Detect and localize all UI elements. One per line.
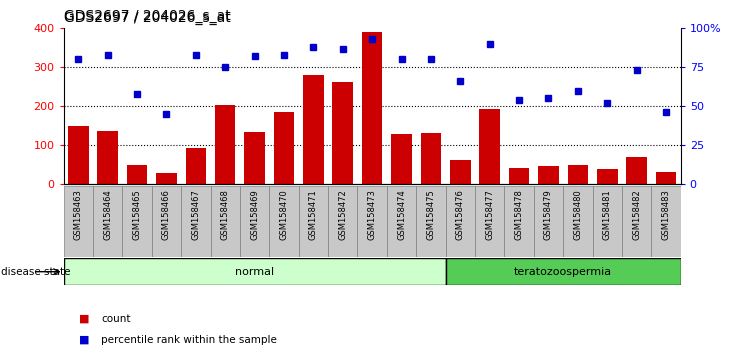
Bar <box>475 186 504 257</box>
Bar <box>597 169 618 184</box>
Text: GSM158477: GSM158477 <box>485 189 494 240</box>
Bar <box>97 131 118 184</box>
Bar <box>568 165 588 184</box>
Bar <box>240 186 269 257</box>
Text: GSM158478: GSM158478 <box>515 189 524 240</box>
Text: GSM158476: GSM158476 <box>456 189 465 240</box>
Text: ■: ■ <box>79 335 89 345</box>
Text: GDS2697 / 204026_s_at: GDS2697 / 204026_s_at <box>64 11 230 25</box>
Bar <box>303 75 324 184</box>
Bar <box>328 186 358 257</box>
Text: GSM158470: GSM158470 <box>280 189 289 240</box>
Bar <box>446 186 475 257</box>
Bar <box>298 186 328 257</box>
Bar <box>509 168 530 184</box>
Bar <box>420 133 441 184</box>
Text: GSM158466: GSM158466 <box>162 189 171 240</box>
Text: GSM158475: GSM158475 <box>426 189 435 240</box>
Text: GSM158479: GSM158479 <box>544 189 553 240</box>
Bar <box>656 172 676 184</box>
Text: GSM158463: GSM158463 <box>74 189 83 240</box>
Bar <box>269 186 298 257</box>
Bar <box>181 186 210 257</box>
Bar <box>362 32 382 184</box>
Bar <box>210 186 240 257</box>
Bar <box>592 186 622 257</box>
Bar <box>358 186 387 257</box>
Text: teratozoospermia: teratozoospermia <box>514 267 612 277</box>
Text: ■: ■ <box>79 314 89 324</box>
Text: percentile rank within the sample: percentile rank within the sample <box>101 335 277 345</box>
Bar <box>245 132 265 184</box>
Bar <box>479 109 500 184</box>
Text: disease state: disease state <box>1 267 70 277</box>
Bar <box>652 186 681 257</box>
Text: GSM158481: GSM158481 <box>603 189 612 240</box>
Text: normal: normal <box>235 267 275 277</box>
Text: GSM158469: GSM158469 <box>250 189 259 240</box>
Bar <box>504 186 534 257</box>
Bar <box>93 186 123 257</box>
Bar <box>332 82 353 184</box>
Bar <box>68 126 88 184</box>
Bar <box>126 165 147 184</box>
Bar <box>391 134 412 184</box>
Text: GSM158480: GSM158480 <box>573 189 583 240</box>
Text: GSM158474: GSM158474 <box>397 189 406 240</box>
Bar <box>622 186 652 257</box>
Bar <box>446 258 681 285</box>
Bar <box>563 186 592 257</box>
Bar <box>450 160 470 184</box>
Bar <box>534 186 563 257</box>
Bar <box>215 105 236 184</box>
Bar <box>123 186 152 257</box>
Text: GSM158468: GSM158468 <box>221 189 230 240</box>
Text: GSM158472: GSM158472 <box>338 189 347 240</box>
Text: GDS2697 / 204026_s_at: GDS2697 / 204026_s_at <box>64 9 230 23</box>
Bar <box>186 148 206 184</box>
Bar <box>416 186 446 257</box>
Bar <box>152 186 181 257</box>
Text: GSM158483: GSM158483 <box>661 189 670 240</box>
Bar <box>626 157 647 184</box>
Text: GSM158467: GSM158467 <box>191 189 200 240</box>
Text: GSM158482: GSM158482 <box>632 189 641 240</box>
Text: GSM158471: GSM158471 <box>309 189 318 240</box>
Text: GSM158473: GSM158473 <box>367 189 377 240</box>
Bar <box>387 186 416 257</box>
Bar <box>156 173 177 184</box>
Text: GSM158464: GSM158464 <box>103 189 112 240</box>
Text: count: count <box>101 314 130 324</box>
Bar <box>64 258 446 285</box>
Text: GSM158465: GSM158465 <box>132 189 141 240</box>
Bar <box>538 166 559 184</box>
Bar <box>274 112 294 184</box>
Bar <box>64 186 93 257</box>
